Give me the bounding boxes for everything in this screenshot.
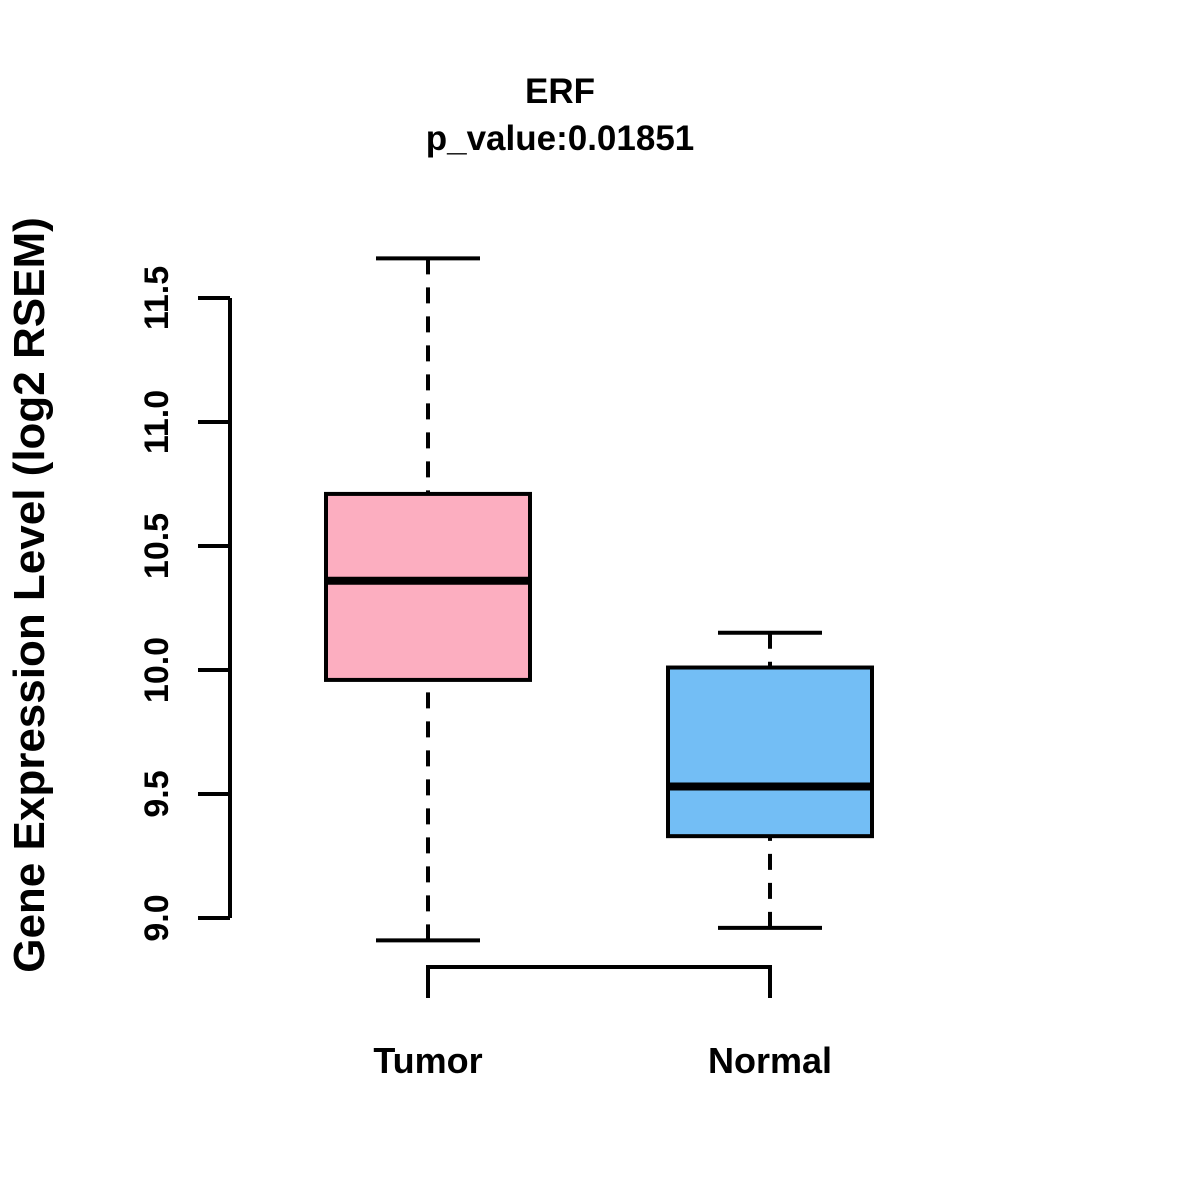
- y-axis: 9.0 9.5 10.0 10.5 11.0 11.5: [138, 266, 232, 942]
- x-category-label-tumor: Tumor: [373, 1040, 482, 1081]
- plot-area: [324, 256, 874, 943]
- y-tick-label: 9.5: [138, 770, 176, 817]
- y-tick-label: 11.5: [138, 266, 176, 330]
- chart-subtitle: p_value:0.01851: [426, 119, 695, 158]
- y-tick-label: 9.0: [138, 894, 176, 941]
- x-axis-bracket-path: [426, 965, 772, 998]
- y-axis-title: Gene Expression Level (log2 RSEM): [5, 217, 54, 973]
- x-category-label-normal: Normal: [708, 1040, 832, 1081]
- y-tick-label: 11.0: [138, 390, 176, 454]
- normal-box: [666, 665, 874, 839]
- x-axis-bracket: [426, 965, 772, 998]
- x-axis-labels: Tumor Normal: [373, 1040, 832, 1081]
- tumor-box: [324, 491, 532, 682]
- y-tick-label: 10.0: [138, 637, 176, 703]
- y-tick-label: 10.5: [138, 513, 176, 579]
- chart-title: ERF: [525, 72, 595, 111]
